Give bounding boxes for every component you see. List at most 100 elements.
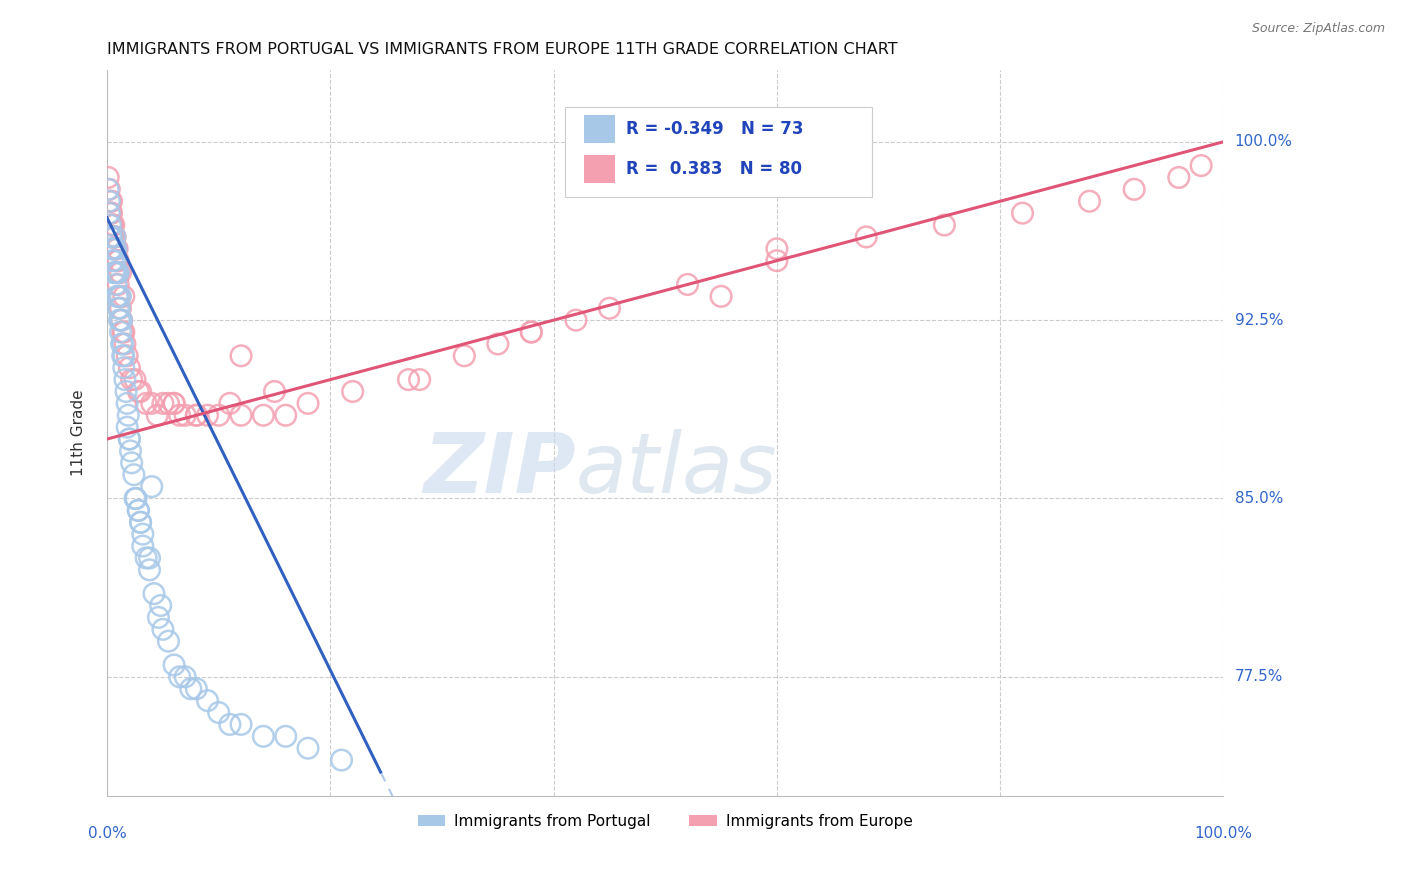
Point — [115, 349, 138, 363]
Point — [297, 741, 319, 756]
Point — [398, 373, 420, 387]
Point — [1123, 182, 1146, 196]
Point — [103, 266, 125, 280]
Point — [121, 373, 143, 387]
Point — [101, 230, 124, 244]
Point — [105, 242, 128, 256]
Point — [110, 266, 132, 280]
Point — [115, 384, 138, 399]
Point — [186, 409, 208, 423]
Point — [143, 586, 166, 600]
Point — [766, 253, 789, 268]
Point — [104, 230, 127, 244]
Point — [105, 242, 128, 256]
Point — [105, 242, 128, 256]
Point — [129, 516, 152, 530]
Bar — [583, 155, 614, 183]
Point — [125, 491, 148, 506]
Text: 100.0%: 100.0% — [1195, 826, 1253, 841]
Point — [1167, 170, 1189, 185]
Point — [146, 409, 169, 423]
Point — [186, 409, 208, 423]
Point — [121, 456, 143, 470]
Point — [152, 622, 174, 636]
Point — [108, 289, 131, 303]
Point — [163, 396, 186, 410]
Point — [100, 206, 122, 220]
Point — [100, 218, 122, 232]
Point — [105, 266, 128, 280]
Point — [186, 681, 208, 696]
Point — [110, 289, 132, 303]
Point — [112, 289, 135, 303]
Point — [98, 206, 121, 220]
Point — [274, 729, 297, 743]
Point — [408, 373, 430, 387]
Point — [229, 717, 252, 731]
Point — [118, 432, 141, 446]
Point — [100, 206, 122, 220]
Point — [163, 657, 186, 672]
Point — [107, 266, 129, 280]
Point — [100, 230, 122, 244]
Point — [710, 289, 733, 303]
Point — [105, 289, 128, 303]
Point — [111, 325, 134, 339]
Point — [101, 218, 124, 232]
Point — [107, 301, 129, 316]
Legend: Immigrants from Portugal, Immigrants from Europe: Immigrants from Portugal, Immigrants fro… — [412, 808, 920, 835]
Text: 100.0%: 100.0% — [1234, 135, 1292, 149]
Point — [100, 206, 122, 220]
Point — [112, 349, 135, 363]
Point — [152, 396, 174, 410]
Point — [101, 230, 124, 244]
Point — [105, 242, 128, 256]
Point — [174, 409, 197, 423]
Point — [100, 242, 122, 256]
Point — [453, 349, 475, 363]
Point — [127, 503, 149, 517]
Point — [110, 313, 132, 327]
Point — [163, 396, 186, 410]
Point — [100, 218, 122, 232]
Point — [114, 373, 136, 387]
Point — [598, 301, 620, 316]
Point — [98, 194, 121, 209]
Point — [342, 384, 364, 399]
Point — [110, 313, 132, 327]
Point — [138, 551, 160, 566]
Point — [676, 277, 699, 292]
Point — [934, 218, 956, 232]
Text: atlas: atlas — [576, 429, 778, 510]
Point — [169, 409, 191, 423]
Point — [218, 717, 240, 731]
Point — [174, 670, 197, 684]
Point — [855, 230, 877, 244]
Text: 0.0%: 0.0% — [87, 826, 127, 841]
Point — [105, 266, 128, 280]
Point — [105, 253, 128, 268]
Point — [104, 253, 127, 268]
Point — [274, 409, 297, 423]
Point — [135, 551, 157, 566]
Point — [252, 729, 274, 743]
Point — [263, 384, 285, 399]
Point — [129, 384, 152, 399]
Point — [129, 516, 152, 530]
Point — [127, 503, 149, 517]
Point — [297, 396, 319, 410]
Point — [105, 266, 128, 280]
Text: 77.5%: 77.5% — [1234, 669, 1282, 684]
Point — [180, 681, 202, 696]
Point — [208, 409, 231, 423]
Bar — [583, 115, 614, 143]
Point — [124, 491, 146, 506]
Point — [1078, 194, 1101, 209]
Point — [111, 349, 134, 363]
Point — [141, 396, 163, 410]
Point — [112, 360, 135, 375]
Point — [138, 563, 160, 577]
Point — [157, 634, 180, 648]
Point — [108, 301, 131, 316]
Point — [104, 266, 127, 280]
